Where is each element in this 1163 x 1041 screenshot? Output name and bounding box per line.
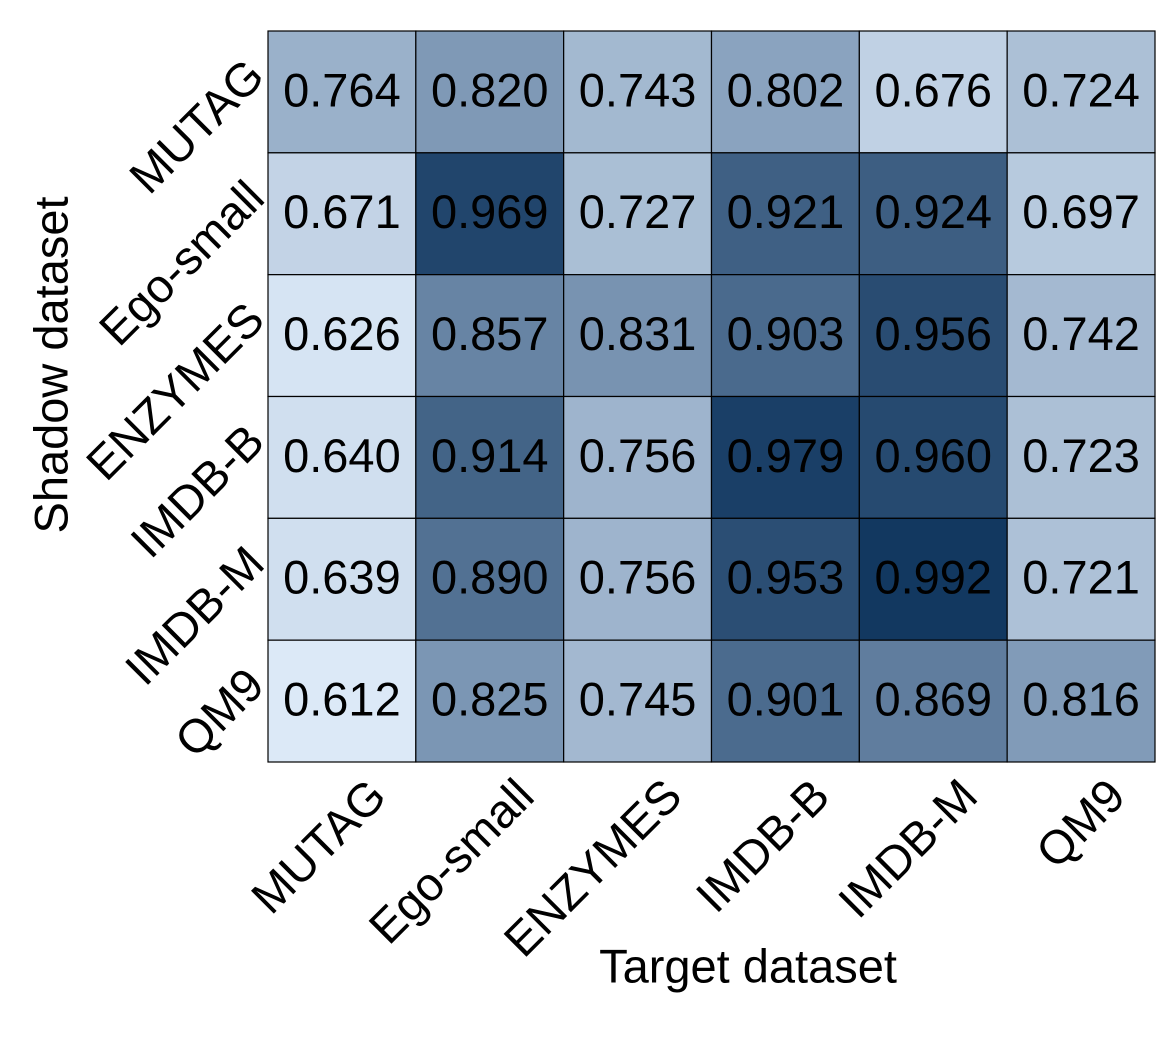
cell-label: 0.890 [431, 551, 549, 604]
cell [563, 30, 713, 154]
cell-label: 0.960 [874, 429, 992, 482]
cell-label: 0.626 [283, 307, 401, 360]
cell [1006, 395, 1156, 519]
cell [563, 395, 713, 519]
cell-label: 0.956 [874, 307, 992, 360]
x-tick-label: IMDB-M [828, 768, 987, 927]
x-tick-label: QM9 [1025, 768, 1135, 878]
cell [267, 517, 417, 641]
cell [858, 639, 1008, 763]
cell [710, 274, 860, 398]
cell [415, 274, 565, 398]
cell [415, 395, 565, 519]
cell [858, 30, 1008, 154]
y-tick-label: MUTAG [119, 48, 274, 203]
x-axis-title: Target dataset [599, 939, 897, 992]
cell [858, 274, 1008, 398]
cell [415, 30, 565, 154]
cell-label: 0.825 [431, 673, 549, 726]
cell-label: 0.671 [283, 185, 401, 238]
cell-label: 0.676 [874, 63, 992, 116]
cell [858, 395, 1008, 519]
cell-label: 0.816 [1022, 673, 1140, 726]
cell [858, 517, 1008, 641]
cell [710, 639, 860, 763]
cell-label: 0.756 [579, 429, 697, 482]
cell-label: 0.639 [283, 551, 401, 604]
cell-label: 0.953 [727, 551, 845, 604]
cell-label: 0.857 [431, 307, 549, 360]
cell [710, 395, 860, 519]
x-tick-label: MUTAG [241, 768, 396, 923]
cell-label: 0.721 [1022, 551, 1140, 604]
cell-label: 0.921 [727, 185, 845, 238]
cell-label: 0.723 [1022, 429, 1140, 482]
cell [267, 639, 417, 763]
cell-label: 0.756 [579, 551, 697, 604]
cell-label: 0.743 [579, 63, 697, 116]
cell [267, 395, 417, 519]
cell-label: 0.901 [727, 673, 845, 726]
cell [415, 152, 565, 276]
x-tick-label: IMDB-B [685, 768, 839, 922]
cell-label: 0.697 [1022, 185, 1140, 238]
cell-label: 0.802 [727, 63, 845, 116]
cell [710, 30, 860, 154]
cell-label: 0.869 [874, 673, 992, 726]
cell [710, 517, 860, 641]
y-axis-title: Shadow dataset [24, 196, 77, 533]
cell [1006, 639, 1156, 763]
cell-label: 0.742 [1022, 307, 1140, 360]
cell-label: 0.969 [431, 185, 549, 238]
y-tick-label: QM9 [164, 657, 274, 767]
cell-label: 0.724 [1022, 63, 1140, 116]
cell [710, 152, 860, 276]
cell [1006, 274, 1156, 398]
cell [267, 274, 417, 398]
cell [563, 274, 713, 398]
cell-label: 0.831 [579, 307, 697, 360]
cell-label: 0.820 [431, 63, 549, 116]
cell-label: 0.914 [431, 429, 549, 482]
cell-label: 0.745 [579, 673, 697, 726]
cell [1006, 517, 1156, 641]
cell-label: 0.764 [283, 63, 401, 116]
cell [563, 517, 713, 641]
cell-label: 0.924 [874, 185, 992, 238]
cell [1006, 152, 1156, 276]
cell-label: 0.727 [579, 185, 697, 238]
cell-label: 0.979 [727, 429, 845, 482]
cell-label: 0.640 [283, 429, 401, 482]
cell [267, 30, 417, 154]
cell-label: 0.903 [727, 307, 845, 360]
cell [1006, 30, 1156, 154]
cell-label: 0.992 [874, 551, 992, 604]
cell-label: 0.612 [283, 673, 401, 726]
